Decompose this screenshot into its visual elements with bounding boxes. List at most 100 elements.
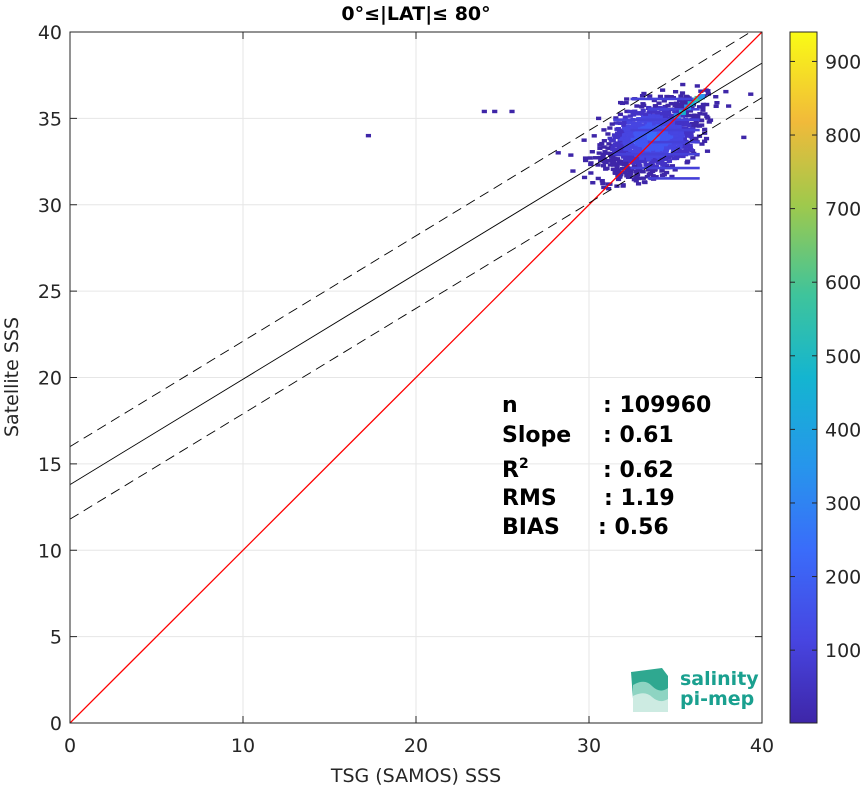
density-cell: [601, 160, 607, 164]
density-cell: [633, 175, 640, 180]
density-cell: [618, 137, 624, 141]
density-streak: [647, 140, 700, 144]
density-cell: [581, 175, 588, 180]
density-cell: [619, 101, 625, 106]
density-cell: [615, 127, 622, 131]
density-cell: [615, 157, 621, 161]
density-cell: [618, 149, 624, 153]
density-cell: [617, 121, 624, 126]
colorbar-tick-label: 100: [825, 640, 861, 662]
density-cell: [614, 135, 621, 139]
density-cell: [685, 159, 691, 163]
colorbar-ticks: 100 200 300 400 500 600 700 800 900: [790, 51, 861, 662]
density-cell: [678, 137, 684, 141]
density-cell: [637, 143, 643, 148]
density-cell: [678, 94, 684, 98]
density-cell: [613, 116, 619, 120]
density-cell: [655, 148, 661, 152]
density-cell: [600, 164, 607, 168]
colorbar-tick-label: 400: [825, 419, 861, 441]
density-cell: [599, 141, 605, 146]
density-streak: [630, 166, 700, 170]
density-cell: [666, 159, 673, 163]
density-cell: [684, 122, 690, 127]
density-cell: [636, 147, 643, 151]
density-cell: [613, 121, 619, 125]
density-cell: [669, 146, 675, 150]
density-cell: [641, 137, 647, 141]
colorbar-tick-label: 600: [825, 272, 861, 294]
density-cell: [659, 121, 665, 125]
stat-value: : 109960: [603, 393, 711, 418]
density-cell: [618, 162, 624, 166]
y-tick-label: 35: [38, 108, 62, 130]
x-tick-label: 20: [404, 735, 428, 757]
density-cell: [653, 175, 659, 179]
density-cell: [623, 101, 629, 105]
stat-value: : 0.61: [603, 423, 674, 448]
density-cell: [602, 150, 608, 154]
density-cell: [665, 135, 671, 139]
density-cell: [623, 161, 629, 166]
density-cell: [625, 125, 631, 129]
density-cell: [642, 180, 648, 185]
density-cell: [636, 121, 642, 125]
density-cell: [671, 120, 677, 125]
y-axis-label: Satellite SSS: [1, 317, 23, 437]
density-cell: [595, 176, 601, 181]
density-cell: [628, 125, 634, 130]
density-cell: [654, 130, 661, 135]
density-cell: [667, 116, 673, 120]
density-cell: [688, 132, 694, 136]
density-cell: [684, 142, 690, 146]
density-outlier: [509, 109, 515, 114]
density-cell: [689, 105, 695, 109]
density-cell: [647, 167, 653, 172]
density-cell: [616, 133, 622, 137]
density-cell: [591, 134, 597, 138]
y-tick-label: 30: [38, 195, 62, 217]
density-cell: [617, 174, 623, 178]
stat-label: n: [502, 393, 518, 418]
density-cell: [658, 132, 665, 136]
density-cell: [705, 92, 711, 96]
fit-lines: [70, 32, 762, 723]
density-cell: [639, 93, 646, 98]
density-cell: [607, 136, 613, 141]
density-cell: [630, 112, 636, 116]
density-cell: [640, 176, 646, 180]
density-cell: [599, 178, 605, 183]
density-streak: [630, 128, 700, 132]
density-cell: [653, 121, 659, 125]
density-cell: [634, 173, 641, 177]
density-cell: [656, 101, 662, 105]
density-cell: [601, 139, 607, 143]
density-cell: [672, 168, 678, 172]
density-cell: [649, 120, 655, 124]
density-cell: [627, 109, 633, 114]
density-cell: [669, 174, 675, 179]
density-cell: [621, 132, 627, 137]
density-cell: [678, 131, 685, 136]
density-cell: [630, 161, 636, 165]
x-tick-label: 30: [577, 735, 601, 757]
density-cell: [639, 169, 645, 174]
density-cell: [653, 145, 659, 149]
colorbar-tick-label: 900: [825, 51, 861, 73]
density-cell: [636, 112, 642, 116]
stat-value: : 0.62: [603, 458, 674, 483]
density-cell: [636, 160, 642, 165]
density-cell: [632, 144, 638, 148]
density-cell: [632, 109, 638, 113]
density-cell: [647, 94, 653, 98]
density-cell: [636, 149, 642, 154]
density-cell: [621, 126, 628, 131]
density-cell: [678, 104, 684, 108]
density-cell: [622, 141, 628, 145]
density-cell: [643, 133, 649, 137]
density-cell: [651, 98, 657, 103]
density-cell: [691, 113, 697, 117]
density-cell: [661, 99, 667, 103]
density-cell: [628, 134, 634, 138]
density-cell: [687, 146, 693, 150]
